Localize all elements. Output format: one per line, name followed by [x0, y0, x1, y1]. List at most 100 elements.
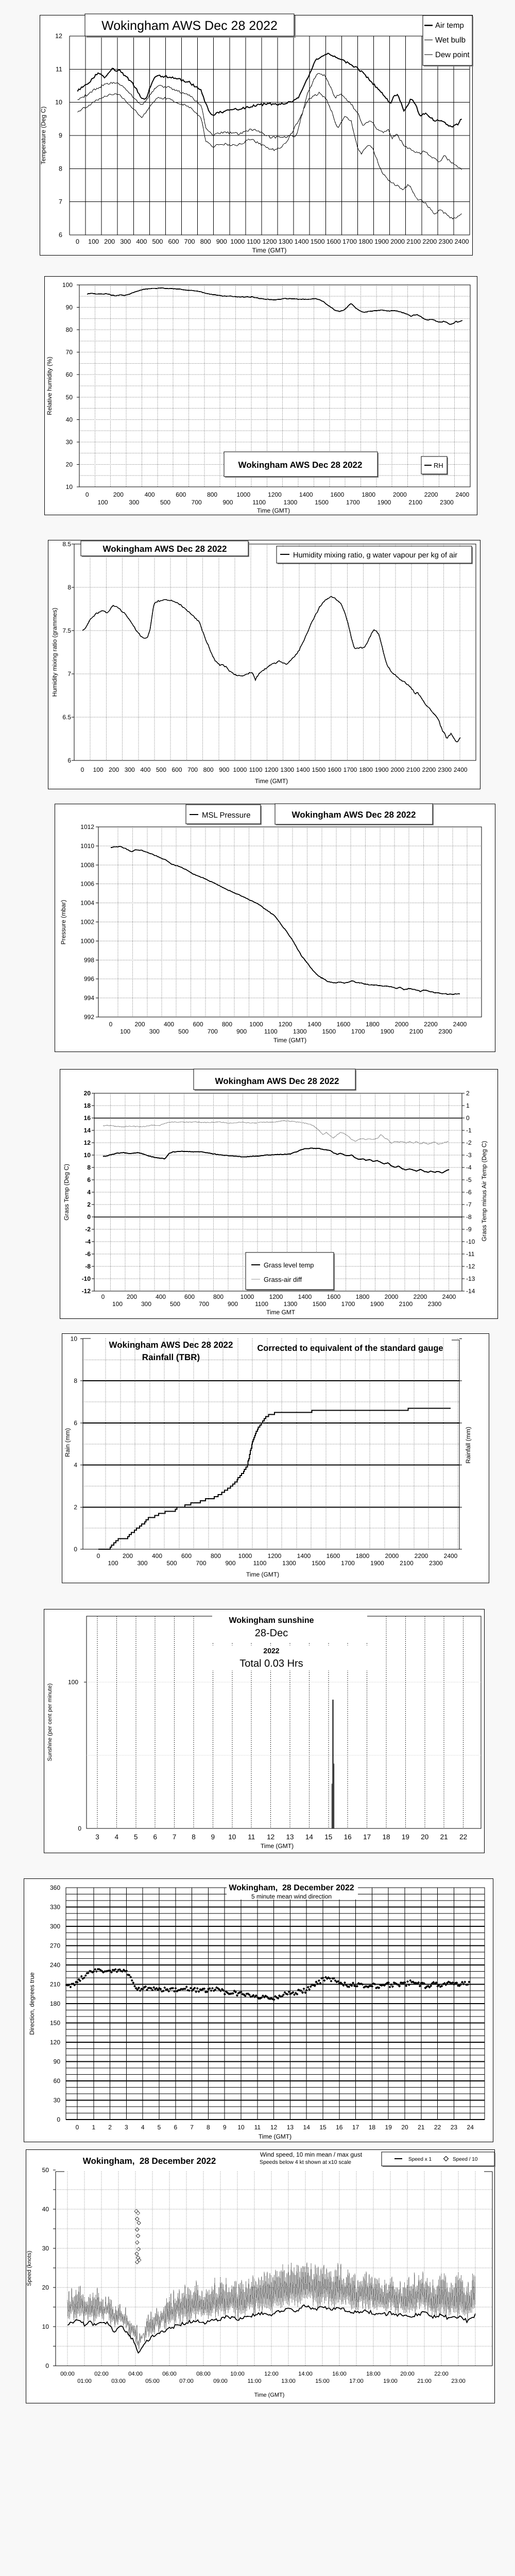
svg-text:200: 200: [123, 1552, 133, 1560]
svg-text:2300: 2300: [429, 1560, 443, 1567]
svg-text:1500: 1500: [312, 766, 326, 773]
svg-text:8: 8: [87, 1164, 91, 1171]
svg-text:12:00: 12:00: [264, 2371, 279, 2377]
svg-text:-12: -12: [82, 1287, 91, 1295]
svg-text:80: 80: [66, 326, 73, 333]
svg-text:300: 300: [50, 1923, 60, 1930]
svg-text:1500: 1500: [313, 1300, 327, 1308]
svg-text:20: 20: [42, 2284, 49, 2291]
svg-text:150: 150: [50, 2020, 60, 2027]
svg-text:700: 700: [199, 1300, 209, 1308]
svg-text:Humidity mixing ratio (grammes: Humidity mixing ratio (grammes): [51, 608, 58, 697]
svg-text:Wokingham AWS Dec 28 2022: Wokingham AWS Dec 28 2022: [238, 460, 363, 470]
svg-text:2400: 2400: [455, 238, 469, 245]
svg-text:9: 9: [223, 2124, 227, 2131]
svg-text:2: 2: [108, 2124, 112, 2131]
svg-text:07:00: 07:00: [179, 2378, 194, 2384]
svg-text:2100: 2100: [409, 1028, 423, 1035]
svg-text:300: 300: [137, 1560, 147, 1567]
svg-text:2400: 2400: [453, 1021, 467, 1028]
svg-text:50: 50: [42, 2166, 49, 2174]
svg-text:2200: 2200: [422, 766, 436, 773]
svg-text:1400: 1400: [298, 1293, 312, 1300]
svg-text:2200: 2200: [415, 1552, 428, 1560]
svg-text:8: 8: [192, 1833, 196, 1841]
svg-text:Wind speed, 10 min mean / max: Wind speed, 10 min mean / max gust: [260, 2151, 363, 2158]
svg-text:1900: 1900: [375, 766, 389, 773]
svg-text:18: 18: [84, 1102, 91, 1109]
svg-text:1900: 1900: [377, 499, 391, 506]
svg-text:Wet bulb: Wet bulb: [435, 36, 466, 45]
svg-text:4: 4: [141, 2124, 145, 2131]
svg-text:23: 23: [451, 2124, 458, 2131]
svg-text:-8: -8: [85, 1263, 91, 1270]
svg-text:12: 12: [55, 32, 62, 40]
svg-text:-12: -12: [466, 1263, 475, 1270]
svg-text:1500: 1500: [322, 1028, 336, 1035]
svg-text:Time (GMT): Time (GMT): [254, 2392, 285, 2398]
svg-text:270: 270: [50, 1942, 60, 1950]
svg-text:992: 992: [84, 1013, 94, 1021]
svg-text:800: 800: [200, 238, 211, 245]
svg-text:700: 700: [184, 238, 195, 245]
svg-text:1002: 1002: [80, 919, 94, 926]
svg-text:400: 400: [164, 1021, 174, 1028]
svg-text:8: 8: [59, 165, 62, 172]
svg-text:13: 13: [287, 2124, 294, 2131]
svg-text:700: 700: [187, 766, 198, 773]
svg-text:03:00: 03:00: [111, 2378, 126, 2384]
svg-text:Wokingham sunshine: Wokingham sunshine: [229, 1616, 314, 1625]
svg-text:16: 16: [84, 1114, 91, 1122]
svg-text:Direction, degrees true: Direction, degrees true: [28, 1972, 36, 2035]
svg-text:1800: 1800: [356, 1293, 370, 1300]
svg-text:5: 5: [158, 2124, 161, 2131]
svg-text:1900: 1900: [370, 1560, 384, 1567]
svg-text:1008: 1008: [80, 861, 94, 869]
svg-text:500: 500: [152, 238, 163, 245]
svg-text:2400: 2400: [442, 1293, 456, 1300]
svg-text:2200: 2200: [424, 491, 438, 498]
svg-text:400: 400: [145, 491, 155, 498]
svg-text:1000: 1000: [230, 238, 245, 245]
svg-text:2000: 2000: [385, 1293, 399, 1300]
svg-text:Speed x 1: Speed x 1: [408, 2157, 432, 2162]
svg-text:1300: 1300: [284, 499, 298, 506]
svg-text:8: 8: [207, 2124, 210, 2131]
svg-text:1200: 1200: [268, 491, 282, 498]
svg-text:40: 40: [42, 2206, 49, 2213]
svg-text:10: 10: [71, 1335, 78, 1343]
svg-text:16:00: 16:00: [332, 2371, 347, 2377]
svg-text:996: 996: [84, 975, 94, 982]
svg-text:1800: 1800: [359, 766, 373, 773]
svg-text:1900: 1900: [380, 1028, 394, 1035]
svg-text:200: 200: [113, 491, 124, 498]
svg-text:1500: 1500: [311, 238, 325, 245]
svg-text:1000: 1000: [233, 766, 247, 773]
svg-text:-9: -9: [466, 1226, 472, 1233]
svg-text:1100: 1100: [247, 238, 261, 245]
svg-text:1600: 1600: [331, 491, 345, 498]
svg-text:21: 21: [440, 1833, 448, 1841]
svg-text:1200: 1200: [263, 238, 277, 245]
svg-text:13: 13: [286, 1833, 294, 1841]
svg-text:0: 0: [101, 1293, 105, 1300]
svg-text:-1: -1: [466, 1127, 472, 1134]
svg-text:600: 600: [176, 491, 186, 498]
svg-text:1100: 1100: [264, 1028, 278, 1035]
svg-text:RH: RH: [434, 462, 443, 469]
svg-text:300: 300: [120, 238, 131, 245]
svg-text:6.5: 6.5: [62, 714, 71, 721]
svg-text:1400: 1400: [297, 1552, 311, 1560]
svg-text:16: 16: [344, 1833, 352, 1841]
svg-text:100: 100: [112, 1300, 123, 1308]
svg-text:300: 300: [141, 1300, 151, 1308]
svg-text:600: 600: [171, 766, 182, 773]
svg-text:1100: 1100: [252, 499, 266, 506]
svg-text:1400: 1400: [296, 766, 310, 773]
svg-text:19: 19: [385, 2124, 392, 2131]
svg-text:2300: 2300: [438, 766, 452, 773]
svg-text:10: 10: [228, 1833, 236, 1841]
svg-text:1600: 1600: [337, 1021, 351, 1028]
svg-text:2300: 2300: [440, 499, 454, 506]
svg-text:11: 11: [56, 65, 62, 73]
